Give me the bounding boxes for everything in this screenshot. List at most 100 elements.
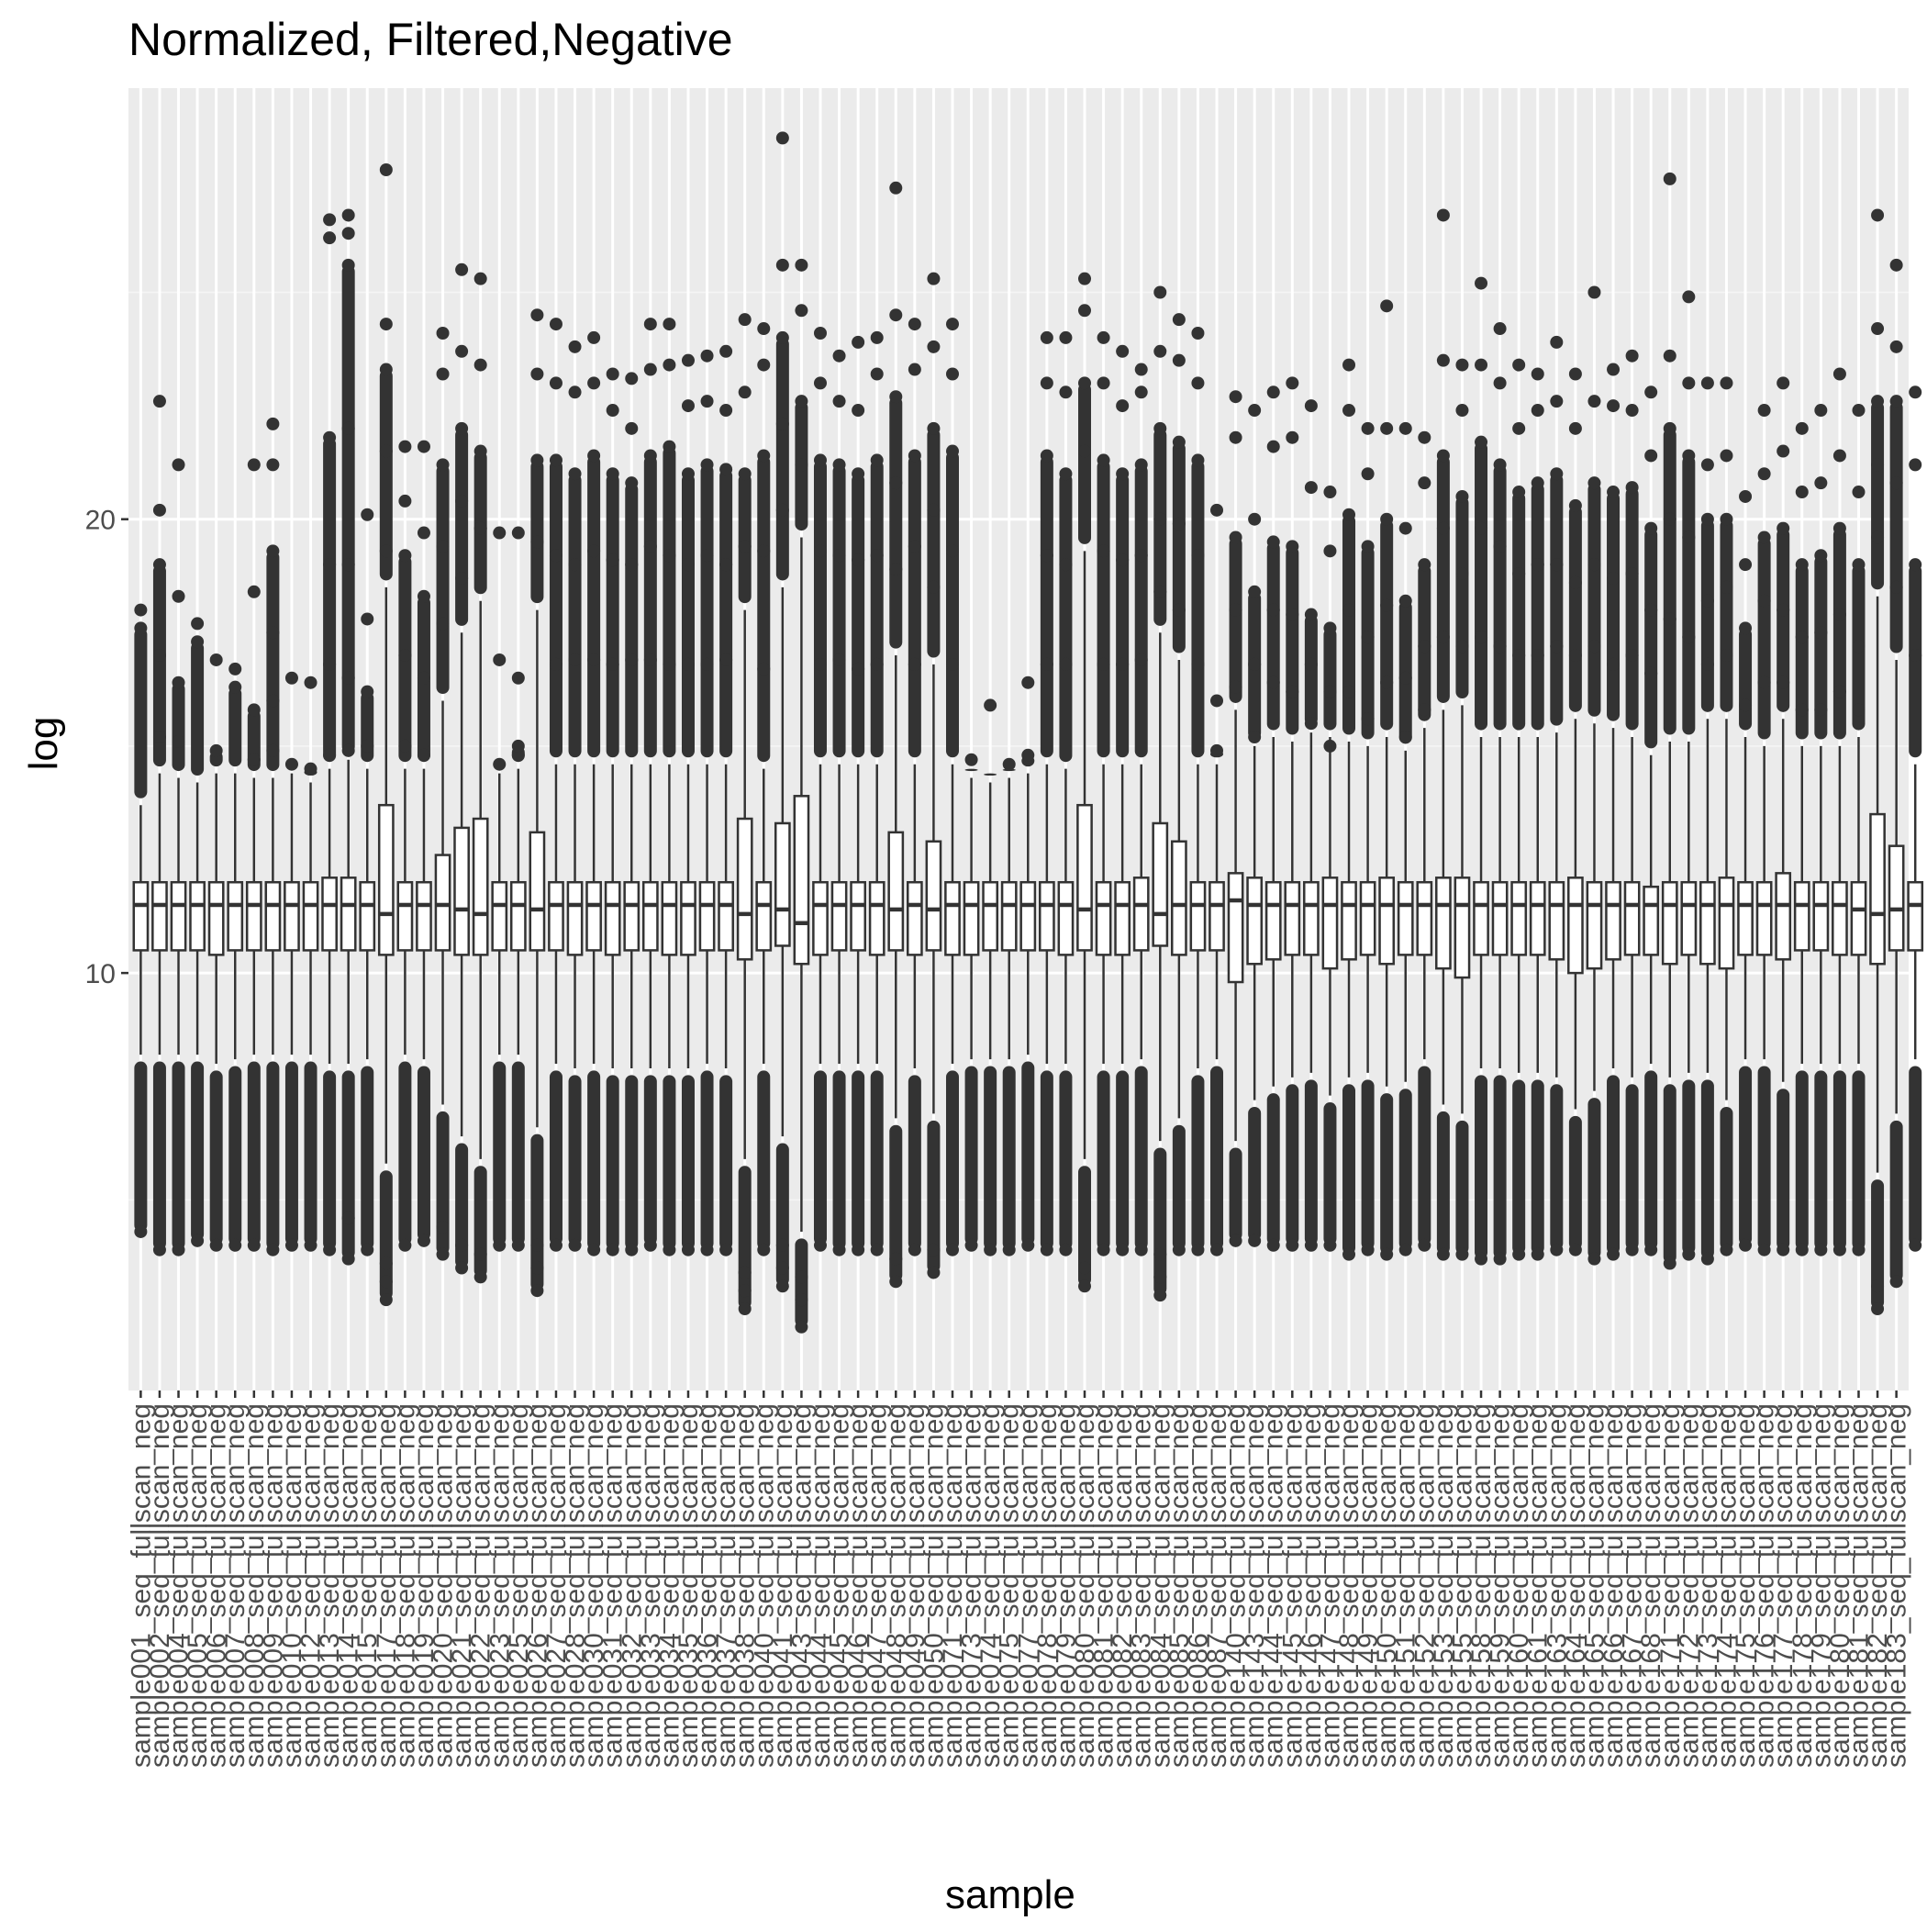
outlier-point [1625, 649, 1639, 663]
outlier-point [436, 1247, 450, 1261]
box-65 [1341, 358, 1357, 1261]
box-iqr [151, 880, 168, 952]
outlier-point [1587, 285, 1601, 299]
outlier-point [1777, 521, 1790, 535]
outlier-point [1266, 676, 1280, 689]
box-iqr [698, 880, 716, 952]
outlier-point [1286, 376, 1299, 390]
outlier-band [1436, 1111, 1450, 1255]
outlier-point [1286, 430, 1299, 444]
box-78 [1586, 285, 1603, 1266]
outlier-band [1739, 1066, 1753, 1245]
outlier-point [1436, 353, 1450, 367]
outlier-point [1777, 1243, 1790, 1256]
box-iqr [604, 880, 621, 956]
outlier-point [1436, 208, 1450, 222]
outlier-point [1229, 430, 1242, 444]
outlier-point [1814, 1243, 1828, 1256]
x-tick-label: sample172_seq_fullscan_neg [1674, 1403, 1704, 1768]
outlier-point [436, 326, 450, 340]
box-45 [963, 753, 980, 1252]
outlier-band [1475, 1075, 1488, 1259]
outlier-point [1700, 594, 1714, 608]
outlier-point [870, 1243, 884, 1256]
outlier-point [323, 558, 337, 572]
outlier-point [1531, 367, 1544, 381]
outlier-point [1607, 1247, 1621, 1261]
outlier-point [1418, 1238, 1431, 1252]
outlier-point [1266, 385, 1280, 399]
outlier-point [1700, 512, 1714, 526]
box-iqr [1586, 880, 1603, 970]
outlier-point [1644, 603, 1658, 617]
outlier-point [1248, 512, 1262, 526]
box-15 [396, 440, 414, 1252]
outlier-point [1286, 685, 1299, 698]
box-iqr [1643, 885, 1660, 956]
outlier-point [1116, 657, 1130, 671]
outlier-point [228, 1238, 242, 1252]
outlier-point [681, 657, 695, 671]
outlier-point [1266, 535, 1280, 549]
outlier-band [1587, 483, 1601, 717]
outlier-point [1852, 703, 1866, 717]
outlier-point [852, 404, 865, 418]
outlier-point [1040, 657, 1053, 671]
outlier-band [1059, 474, 1073, 763]
outlier-point [625, 421, 639, 435]
outlier-point [738, 540, 752, 553]
outlier-band [625, 483, 639, 758]
box-84 [1699, 376, 1716, 1266]
outlier-point [1550, 1243, 1564, 1256]
x-tick-label: sample043_seq_fullscan_neg [786, 1403, 817, 1768]
x-tick-label: sample152_seq_fullscan_neg [1409, 1403, 1440, 1768]
outlier-point [775, 417, 789, 430]
outlier-point [323, 430, 337, 444]
outlier-point [1832, 449, 1846, 463]
outlier-point [398, 494, 412, 508]
outlier-point [1644, 385, 1658, 399]
outlier-point [379, 363, 393, 376]
outlier-point [1644, 521, 1658, 535]
outlier-point [1229, 530, 1242, 544]
outlier-point [1323, 621, 1337, 635]
outlier-band [1607, 492, 1621, 721]
box-iqr [1132, 877, 1150, 952]
outlier-point [266, 458, 280, 472]
outlier-point [1832, 1243, 1846, 1256]
outlier-point [889, 181, 903, 195]
outlier-point [813, 376, 827, 390]
outlier-point [945, 367, 959, 381]
x-tick-label: sample028_seq_fullscan_neg [561, 1403, 591, 1768]
box-83 [1680, 290, 1698, 1261]
outlier-point [1512, 358, 1526, 372]
outlier-point [398, 1238, 412, 1252]
box-iqr [1454, 877, 1471, 979]
outlier-point [417, 526, 430, 540]
outlier-band [681, 1075, 695, 1250]
outlier-point [304, 762, 317, 776]
outlier-band [323, 1070, 337, 1250]
outlier-point [361, 508, 374, 521]
outlier-point [379, 544, 393, 558]
outlier-band [568, 474, 582, 758]
outlier-point [1814, 476, 1828, 490]
outlier-point [587, 449, 601, 463]
outlier-point [908, 449, 921, 463]
outlier-band [1172, 441, 1186, 653]
outlier-band [1568, 505, 1582, 712]
outlier-point [152, 649, 166, 663]
outlier-point [323, 231, 337, 245]
box-iqr [850, 880, 866, 952]
outlier-band [1078, 1166, 1092, 1287]
outlier-point [1398, 731, 1412, 744]
outlier-band [1795, 1070, 1809, 1250]
outlier-point [568, 385, 582, 399]
box-28 [641, 318, 659, 1252]
box-75 [1529, 367, 1546, 1261]
outlier-point [172, 458, 185, 472]
outlier-point [209, 743, 223, 757]
outlier-point [1889, 395, 1903, 408]
outlier-point [247, 1238, 261, 1252]
